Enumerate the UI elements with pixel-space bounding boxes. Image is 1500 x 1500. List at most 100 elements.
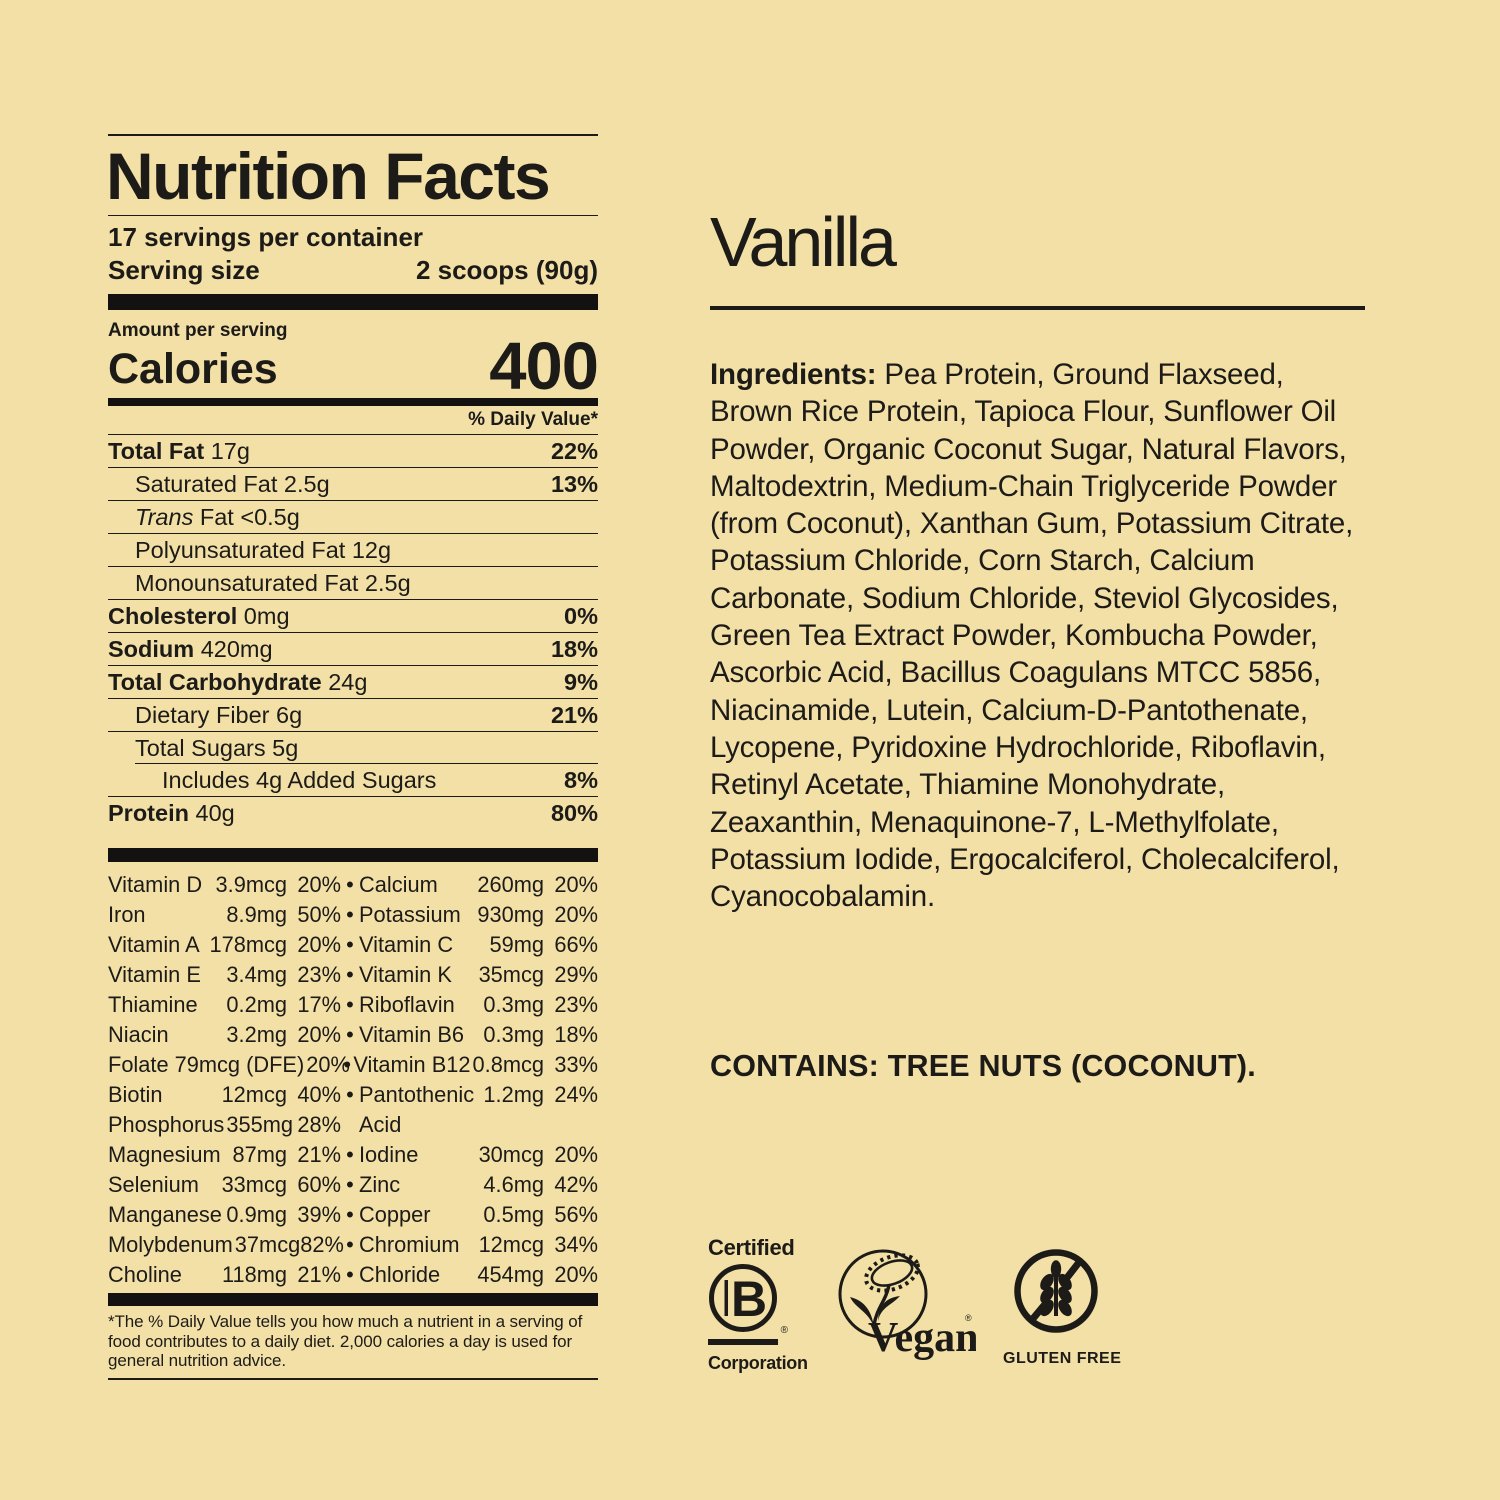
micronutrient-name: Iodine — [359, 1142, 419, 1168]
bullet-separator: • — [346, 902, 354, 928]
micronutrient-right: Riboflavin 0.3mg 23% — [359, 990, 598, 1020]
nutrient-row: Total Fat 17g 22% — [108, 435, 598, 469]
micronutrient-row: Phosphorus 355mg 28% Acid — [108, 1110, 598, 1140]
micronutrient-left: Selenium 33mcg 60% — [108, 1170, 341, 1200]
calories-label: Calories — [108, 345, 278, 394]
vegan-logo: Vegan ® — [834, 1249, 978, 1366]
micronutrient-right: Vitamin K 35mcg 29% — [359, 960, 598, 990]
calories-value: 400 — [489, 329, 599, 405]
flavor-panel: Vanilla Ingredients: Pea Protein, Ground… — [710, 204, 1372, 1084]
nutrient-name: Total Fat 17g — [108, 438, 250, 465]
micronutrient-daily-value: 34% — [554, 1232, 598, 1258]
nutrient-name: Cholesterol 0mg — [108, 603, 290, 630]
micronutrient-name: Selenium — [108, 1172, 199, 1198]
micronutrient-row: Iron 8.9mg 50% • Potassium 930mg 20% — [108, 900, 598, 930]
micronutrient-row: Vitamin A 178mcg 20% • Vitamin C 59mg 66% — [108, 930, 598, 960]
micronutrient-left: Phosphorus 355mg 28% — [108, 1110, 341, 1140]
certification-badges: Certified B ® Corporation Vega — [708, 1236, 1390, 1381]
micronutrient-row: Niacin 3.2mg 20% • Vitamin B6 0.3mg 18% — [108, 1020, 598, 1050]
micronutrient-daily-value: 50% — [297, 902, 341, 928]
micronutrient-right: Acid — [359, 1110, 598, 1140]
micronutrient-daily-value: 18% — [554, 1022, 598, 1048]
nutrient-name: Sodium 420mg — [108, 636, 273, 663]
micronutrient-name: Manganese — [108, 1202, 222, 1228]
bullet-separator: • — [346, 1022, 354, 1048]
divider — [108, 1377, 598, 1380]
micronutrient-amount: 37mcg — [234, 1232, 301, 1258]
micronutrient-left: Vitamin E 3.4mg 23% — [108, 960, 341, 990]
micronutrient-name: Magnesium — [108, 1142, 221, 1168]
micronutrient-right: Calcium 260mg 20% — [359, 870, 598, 900]
nutrient-row: Dietary Fiber 6g 21% — [108, 699, 598, 733]
micronutrient-amount: 260mg — [477, 872, 544, 898]
micronutrient-name: Phosphorus — [108, 1112, 225, 1138]
nutrient-daily-value: 18% — [550, 636, 598, 663]
nutrient-daily-value: 8% — [564, 767, 598, 794]
micronutrient-left: Folate 79mcg (DFE) 20% — [108, 1050, 350, 1080]
gluten-free-caption: GLUTEN FREE — [1003, 1350, 1122, 1367]
micronutrient-name: Vitamin C — [359, 932, 454, 958]
nutrient-row: Polyunsaturated Fat 12g — [108, 534, 598, 568]
micronutrient-daily-value: 29% — [554, 962, 598, 988]
nutrient-daily-value: 9% — [564, 669, 598, 696]
micronutrient-name: Potassium — [359, 902, 461, 928]
micronutrient-name: Choline — [108, 1262, 182, 1288]
micronutrient-left: Niacin 3.2mg 20% — [108, 1020, 341, 1050]
micronutrient-name: Niacin — [108, 1022, 169, 1048]
bullet-separator: • — [346, 872, 354, 898]
micronutrient-daily-value: 24% — [554, 1082, 598, 1108]
micronutrient-daily-value: 21% — [297, 1142, 341, 1168]
nutrient-row: Includes 4g Added Sugars 8% — [108, 764, 598, 798]
micronutrient-amount: 178mcg — [209, 932, 287, 958]
bullet-separator: • — [343, 1052, 351, 1078]
micronutrient-row: Vitamin E 3.4mg 23% • Vitamin K 35mcg 29% — [108, 960, 598, 990]
gluten-free-wheat-icon — [1014, 1249, 1098, 1333]
micronutrient-name: Vitamin E — [108, 962, 201, 988]
micronutrient-daily-value: 42% — [554, 1172, 598, 1198]
micronutrient-name: Vitamin A — [108, 932, 200, 958]
micronutrient-amount: 355mg — [226, 1112, 293, 1138]
daily-value-header: % Daily Value* — [468, 409, 598, 431]
micronutrient-right: Vitamin C 59mg 66% — [359, 930, 598, 960]
micronutrient-right: Zinc 4.6mg 42% — [359, 1170, 598, 1200]
micronutrient-right: Vitamin B12 0.8mcg 33% — [353, 1050, 598, 1080]
micronutrient-amount: 35mcg — [478, 962, 544, 988]
micronutrient-name: Zinc — [359, 1172, 401, 1198]
nutrient-daily-value: 21% — [550, 702, 598, 729]
svg-text:®: ® — [965, 1313, 972, 1323]
micronutrient-amount: 33mcg — [221, 1172, 287, 1198]
bullet-separator: • — [346, 992, 354, 1018]
nutrient-name: Dietary Fiber 6g — [135, 702, 303, 729]
micronutrient-row: Manganese 0.9mg 39% • Copper 0.5mg 56% — [108, 1200, 598, 1230]
micronutrient-amount: 454mg — [477, 1262, 544, 1288]
micronutrient-row: Magnesium 87mg 21% • Iodine 30mcg 20% — [108, 1140, 598, 1170]
micronutrient-daily-value: 20% — [554, 902, 598, 928]
micronutrient-right: Pantothenic 1.2mg 24% — [359, 1080, 598, 1110]
daily-value-footnote: *The % Daily Value tells you how much a … — [108, 1312, 583, 1371]
micronutrient-amount: 0.3mg — [483, 992, 544, 1018]
micronutrient-daily-value: 82% — [300, 1232, 344, 1258]
ingredients-paragraph: Ingredients: Pea Protein, Ground Flaxsee… — [710, 356, 1372, 915]
micronutrient-daily-value: 23% — [297, 962, 341, 988]
bullet-separator: • — [346, 1142, 354, 1168]
micronutrient-amount: 59mg — [489, 932, 544, 958]
micronutrient-amount: 87mg — [232, 1142, 287, 1168]
micronutrient-name: Chromium — [359, 1232, 460, 1258]
micronutrient-daily-value: 20% — [297, 1022, 341, 1048]
serving-size-row: Serving size 2 scoops (90g) — [108, 254, 598, 287]
nutrient-row: Trans Fat <0.5g — [108, 501, 598, 535]
svg-text:Vegan: Vegan — [868, 1315, 976, 1361]
micronutrient-daily-value: 28% — [297, 1112, 341, 1138]
micronutrient-table: Vitamin D 3.9mcg 20% • Calcium 260mg 20% Iron 8.… — [108, 870, 598, 1290]
micronutrient-daily-value: 20% — [297, 932, 341, 958]
micronutrient-name: Thiamine — [108, 992, 198, 1018]
micronutrient-amount: 118mg — [221, 1262, 287, 1288]
nutrient-name: Total Sugars 5g — [135, 735, 299, 762]
nutrient-name: Protein 40g — [108, 800, 235, 827]
b-corp-corporation-label: Corporation — [708, 1353, 808, 1373]
certified-b-corporation-logo: Certified B ® Corporation — [708, 1236, 808, 1374]
micronutrient-row: Selenium 33mcg 60% • Zinc 4.6mg 42% — [108, 1170, 598, 1200]
micronutrient-left: Manganese 0.9mg 39% — [108, 1200, 341, 1230]
micronutrient-daily-value: 23% — [554, 992, 598, 1018]
micronutrient-daily-value: 20% — [306, 1052, 350, 1078]
